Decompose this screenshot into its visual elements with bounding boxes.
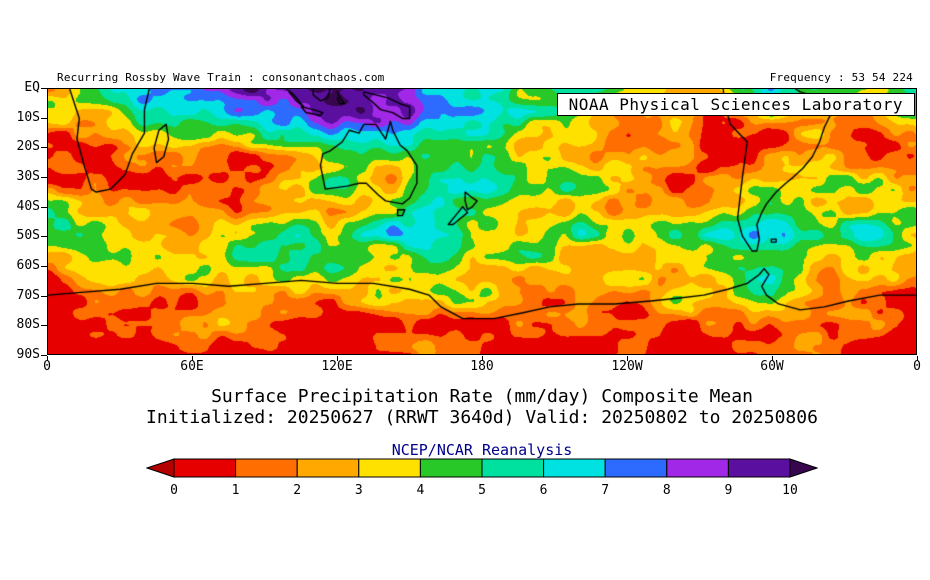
y-axis-tick [41,325,47,327]
x-axis-tick [626,356,628,361]
x-axis-label: 120W [611,359,643,374]
y-axis-tick [41,206,47,208]
colorbar-segment [296,458,360,478]
colorbar-segment [604,458,668,478]
reanalysis-credit: NCEP/NCAR Reanalysis [391,441,573,459]
x-axis-label: 0 [43,359,51,374]
colorbar-segment [727,458,791,478]
y-axis-tick [41,117,47,119]
colorbar-segment [235,458,298,478]
colorbar-tick-label: 3 [355,483,363,498]
x-axis-label: 60E [180,359,204,374]
noaa-credit-box: NOAA Physical Sciences Laboratory [556,93,915,116]
colorbar-tick-label: 5 [478,483,486,498]
y-axis-label: 40S [16,198,40,214]
colorbar-tick-label: 7 [601,483,609,498]
y-axis-tick [41,355,47,356]
y-axis-tick [41,88,47,89]
colorbar-segment [543,458,606,478]
x-axis-label: 120E [321,359,353,374]
y-axis-tick [41,147,47,149]
y-axis-tick [41,236,47,238]
y-axis-label: 60S [16,258,40,273]
colorbar-tick-label: 8 [663,483,671,498]
colorbar-tick-label: 4 [416,483,424,498]
colorbar: 0 1 2 3 4 5 6 7 8 9 10 [145,458,819,500]
caption-right: Frequency : 53 54 224 [769,71,913,84]
colorbar-svg: 0 1 2 3 4 5 6 7 8 9 10 [145,458,819,498]
colorbar-segment [419,458,483,478]
y-axis-label: 70S [16,287,40,303]
y-axis-label: 10S [16,109,40,125]
colorbar-segment [481,458,545,478]
coastline-overlay-canvas [48,89,916,354]
chart-subtitle: Initialized: 20250627 (RRWT 3640d) Valid… [146,407,818,428]
y-axis-label: 50S [16,228,40,244]
y-axis-label: EQ [24,80,40,95]
map-plot-area: NOAA Physical Sciences Laboratory [47,88,917,355]
caption-left: Recurring Rossby Wave Train : consonantc… [57,71,385,84]
x-axis-tick [916,356,918,361]
colorbar-tick-label: 9 [724,483,732,498]
x-axis-tick [481,356,483,361]
x-axis-label: 60W [760,359,784,374]
colorbar-under-arrow [145,458,175,478]
y-axis-label: 30S [16,169,40,184]
y-axis-tick [41,295,47,297]
y-axis-label: 20S [16,139,40,155]
y-axis-tick [41,177,47,178]
colorbar-segment [358,458,421,478]
y-axis-label: 90S [16,347,40,362]
chart-title: Surface Precipitation Rate (mm/day) Comp… [211,386,753,407]
x-axis-label: 180 [470,359,494,374]
y-axis: EQ 10S 20S 30S 40S 50S 60S 70S 80S 90S [0,81,43,362]
y-axis-label: 80S [16,317,40,333]
colorbar-segment [666,458,729,478]
colorbar-tick-label: 0 [170,483,178,498]
colorbar-tick-label: 2 [293,483,301,498]
y-axis-tick [41,266,47,267]
colorbar-tick-label: 1 [232,483,240,498]
colorbar-segment [173,458,237,478]
x-axis-tick [771,356,773,361]
x-axis-label: 0 [913,359,921,374]
x-axis-tick [336,356,338,361]
colorbar-over-arrow [789,458,819,478]
colorbar-tick-label: 6 [540,483,548,498]
x-axis-tick [191,356,193,361]
x-axis-tick [46,356,48,361]
colorbar-tick-label: 10 [782,483,798,498]
x-axis: 0 60E 120E 180 120W 60W 0 [43,359,921,375]
